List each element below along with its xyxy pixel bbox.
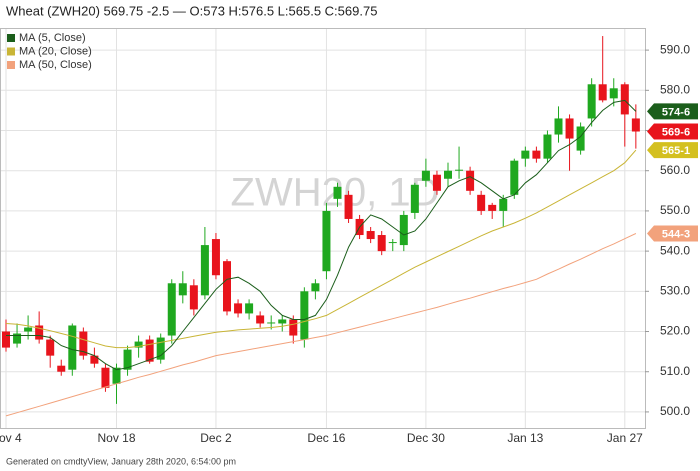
candle-body	[2, 331, 10, 348]
x-tick-label: Dec 16	[307, 431, 345, 445]
x-tick-label: Nov 18	[97, 431, 135, 445]
chart-title: Wheat (ZWH20) 569.75 -2.5 — O:573 H:576.…	[6, 3, 377, 18]
candle-body	[322, 210, 331, 272]
legend-swatch	[7, 47, 15, 56]
candle-body	[134, 341, 143, 348]
y-tick-label: 540.0	[660, 243, 690, 257]
candle-body	[256, 315, 265, 324]
candle-body	[278, 319, 287, 324]
candle-body	[565, 118, 574, 139]
footer: Generated on cmdtyView, January 28th 202…	[6, 456, 236, 466]
candle-body	[46, 339, 55, 356]
y-tick-label: 580.0	[660, 82, 690, 96]
plot-border	[0, 28, 646, 429]
y-tick-label: 510.0	[660, 364, 690, 378]
legend-label: MA (50, Close)	[19, 59, 92, 71]
legend-label: MA (20, Close)	[19, 45, 92, 57]
price-tag-label: 565-1	[662, 145, 690, 157]
x-tick-label: Dec 30	[407, 431, 445, 445]
x-tick-label: Nov 4	[0, 431, 22, 445]
x-tick-label: Dec 2	[200, 431, 232, 445]
y-tick-label: 530.0	[660, 283, 690, 297]
candle-body	[289, 319, 298, 336]
x-tick-label: Jan 27	[607, 431, 643, 445]
candle-body	[377, 235, 386, 252]
candle-body	[488, 204, 497, 211]
candle-body	[554, 118, 563, 135]
candle-body	[532, 150, 541, 159]
price-tag-label: 544-3	[662, 228, 690, 240]
price-tag-label: 574-6	[662, 106, 690, 118]
candle-body	[24, 327, 33, 332]
legend-swatch	[7, 61, 15, 69]
candle-body	[57, 365, 66, 372]
y-tick-label: 520.0	[660, 324, 690, 338]
candle-body	[223, 261, 231, 312]
candle-body	[388, 242, 397, 244]
candle-body	[200, 245, 209, 296]
candle-body	[444, 170, 452, 179]
candle-body	[344, 194, 353, 219]
candle-body	[267, 322, 276, 324]
candle-body	[333, 186, 342, 199]
candle-body	[499, 198, 508, 211]
y-tick-label: 590.0	[660, 42, 690, 56]
candle-body	[123, 349, 132, 370]
candle-body	[609, 88, 618, 99]
candle-body	[167, 283, 176, 336]
candle-body	[432, 174, 441, 191]
candle-body	[598, 84, 607, 101]
candle-body	[587, 84, 596, 119]
candle-body	[234, 303, 243, 314]
candle-body	[101, 367, 110, 388]
candle-body	[576, 126, 585, 151]
candle-body	[399, 214, 408, 246]
candle-body	[510, 160, 519, 195]
candle-body	[90, 355, 99, 364]
ma-line	[6, 99, 637, 371]
candle-body	[466, 170, 475, 191]
candle-body	[521, 150, 530, 159]
ma-line	[5, 149, 637, 349]
y-tick-label: 500.0	[660, 404, 690, 418]
candle-body	[189, 285, 198, 310]
price-tag	[647, 142, 698, 159]
ma-line	[5, 233, 637, 417]
candle-body	[178, 283, 187, 296]
y-tick-label: 560.0	[660, 163, 690, 177]
candle-body	[112, 367, 121, 384]
candle-body	[300, 291, 309, 340]
legend-label: MA (5, Close)	[19, 32, 86, 44]
candle-body	[455, 169, 464, 171]
price-tag	[647, 103, 698, 120]
y-tick-label: 550.0	[660, 203, 690, 217]
candle-body	[211, 239, 220, 276]
candle-body	[79, 331, 88, 356]
x-tick-label: Jan 13	[507, 431, 543, 445]
price-tag	[647, 123, 698, 140]
candle-body	[366, 231, 375, 240]
candle-body	[13, 333, 22, 344]
candle-body	[145, 339, 154, 362]
candle-body	[631, 118, 640, 132]
candle-body	[311, 283, 320, 292]
price-tag	[647, 225, 698, 242]
plot-area: ZWH20, 1D	[0, 28, 645, 428]
legend-swatch	[7, 34, 15, 42]
candle-body	[156, 337, 165, 360]
candle-body	[68, 325, 77, 370]
candle-body	[543, 134, 552, 159]
candle-body	[35, 325, 44, 340]
candle-body	[245, 303, 254, 314]
candle-body	[421, 170, 430, 181]
candle-body	[620, 84, 629, 115]
price-tag-label: 569-6	[662, 126, 690, 138]
candle-body	[410, 184, 419, 213]
candle-body	[477, 194, 486, 211]
